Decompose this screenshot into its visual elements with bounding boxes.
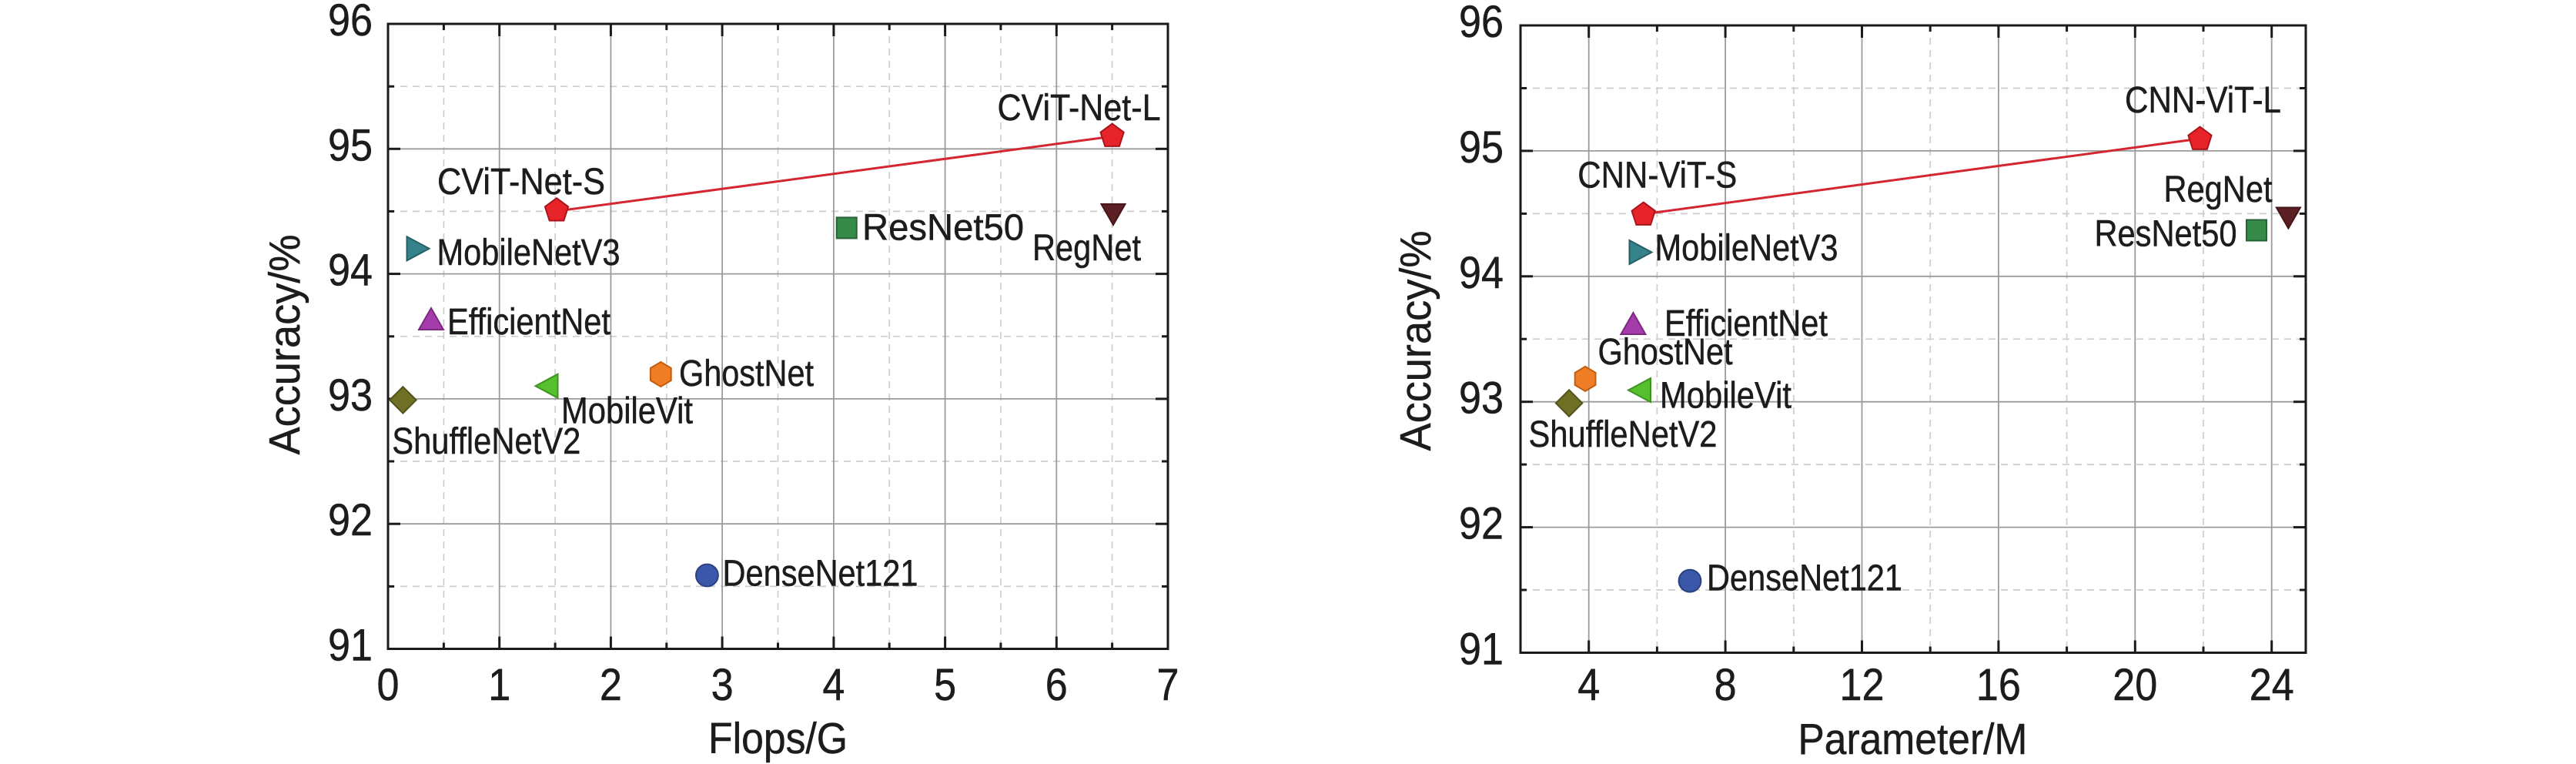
svg-text:93: 93	[328, 370, 373, 421]
svg-text:CNN-ViT-L: CNN-ViT-L	[2125, 80, 2281, 121]
svg-text:6: 6	[1045, 660, 1068, 710]
svg-text:16: 16	[1976, 660, 2021, 710]
svg-text:MobileNetV3: MobileNetV3	[1655, 228, 1838, 269]
svg-text:Accuracy/%: Accuracy/%	[1391, 231, 1440, 451]
svg-text:8: 8	[1715, 660, 1737, 710]
svg-text:MobileVit: MobileVit	[1660, 375, 1791, 416]
svg-text:RegNet: RegNet	[2164, 169, 2273, 210]
svg-text:5: 5	[934, 660, 956, 710]
svg-text:Parameter/M: Parameter/M	[1798, 715, 2027, 764]
svg-text:2: 2	[600, 660, 622, 710]
svg-text:92: 92	[1459, 499, 1504, 549]
svg-text:EfficientNet: EfficientNet	[1664, 303, 1828, 344]
svg-text:GhostNet: GhostNet	[1598, 332, 1733, 373]
svg-text:ShuffleNetV2: ShuffleNetV2	[392, 421, 580, 462]
svg-text:4: 4	[822, 660, 845, 710]
svg-text:20: 20	[2113, 660, 2157, 710]
svg-text:92: 92	[328, 495, 373, 545]
svg-text:DenseNet121: DenseNet121	[1707, 558, 1902, 599]
svg-text:1: 1	[488, 660, 510, 710]
svg-text:Accuracy/%: Accuracy/%	[260, 235, 309, 455]
svg-text:94: 94	[1459, 248, 1504, 298]
svg-text:RegNet: RegNet	[1032, 228, 1141, 269]
svg-text:CViT-Net-S: CViT-Net-S	[437, 162, 605, 203]
svg-text:MobileNetV3: MobileNetV3	[437, 233, 621, 273]
svg-text:91: 91	[328, 621, 373, 671]
svg-text:EfficientNet: EfficientNet	[447, 302, 611, 343]
svg-text:91: 91	[1459, 625, 1504, 675]
svg-text:24: 24	[2250, 660, 2294, 710]
svg-text:MobileVit: MobileVit	[561, 391, 693, 432]
svg-text:DenseNet121: DenseNet121	[723, 553, 918, 594]
svg-text:93: 93	[1459, 374, 1504, 424]
svg-text:4: 4	[1577, 660, 1600, 710]
svg-text:7: 7	[1157, 660, 1179, 710]
svg-text:ResNet50: ResNet50	[862, 207, 1024, 248]
svg-text:CViT-Net-L: CViT-Net-L	[998, 88, 1161, 129]
svg-text:95: 95	[328, 120, 373, 170]
svg-text:CNN-ViT-S: CNN-ViT-S	[1577, 156, 1737, 196]
svg-text:0: 0	[377, 660, 400, 710]
svg-text:94: 94	[328, 246, 373, 296]
svg-text:ShuffleNetV2: ShuffleNetV2	[1529, 414, 1718, 455]
svg-text:96: 96	[1459, 0, 1504, 47]
svg-text:GhostNet: GhostNet	[679, 354, 814, 394]
svg-text:ResNet50: ResNet50	[2095, 214, 2237, 255]
svg-text:96: 96	[328, 0, 373, 45]
svg-text:95: 95	[1459, 122, 1504, 173]
svg-text:3: 3	[711, 660, 734, 710]
svg-text:12: 12	[1840, 660, 1885, 710]
svg-text:Flops/G: Flops/G	[708, 714, 848, 763]
